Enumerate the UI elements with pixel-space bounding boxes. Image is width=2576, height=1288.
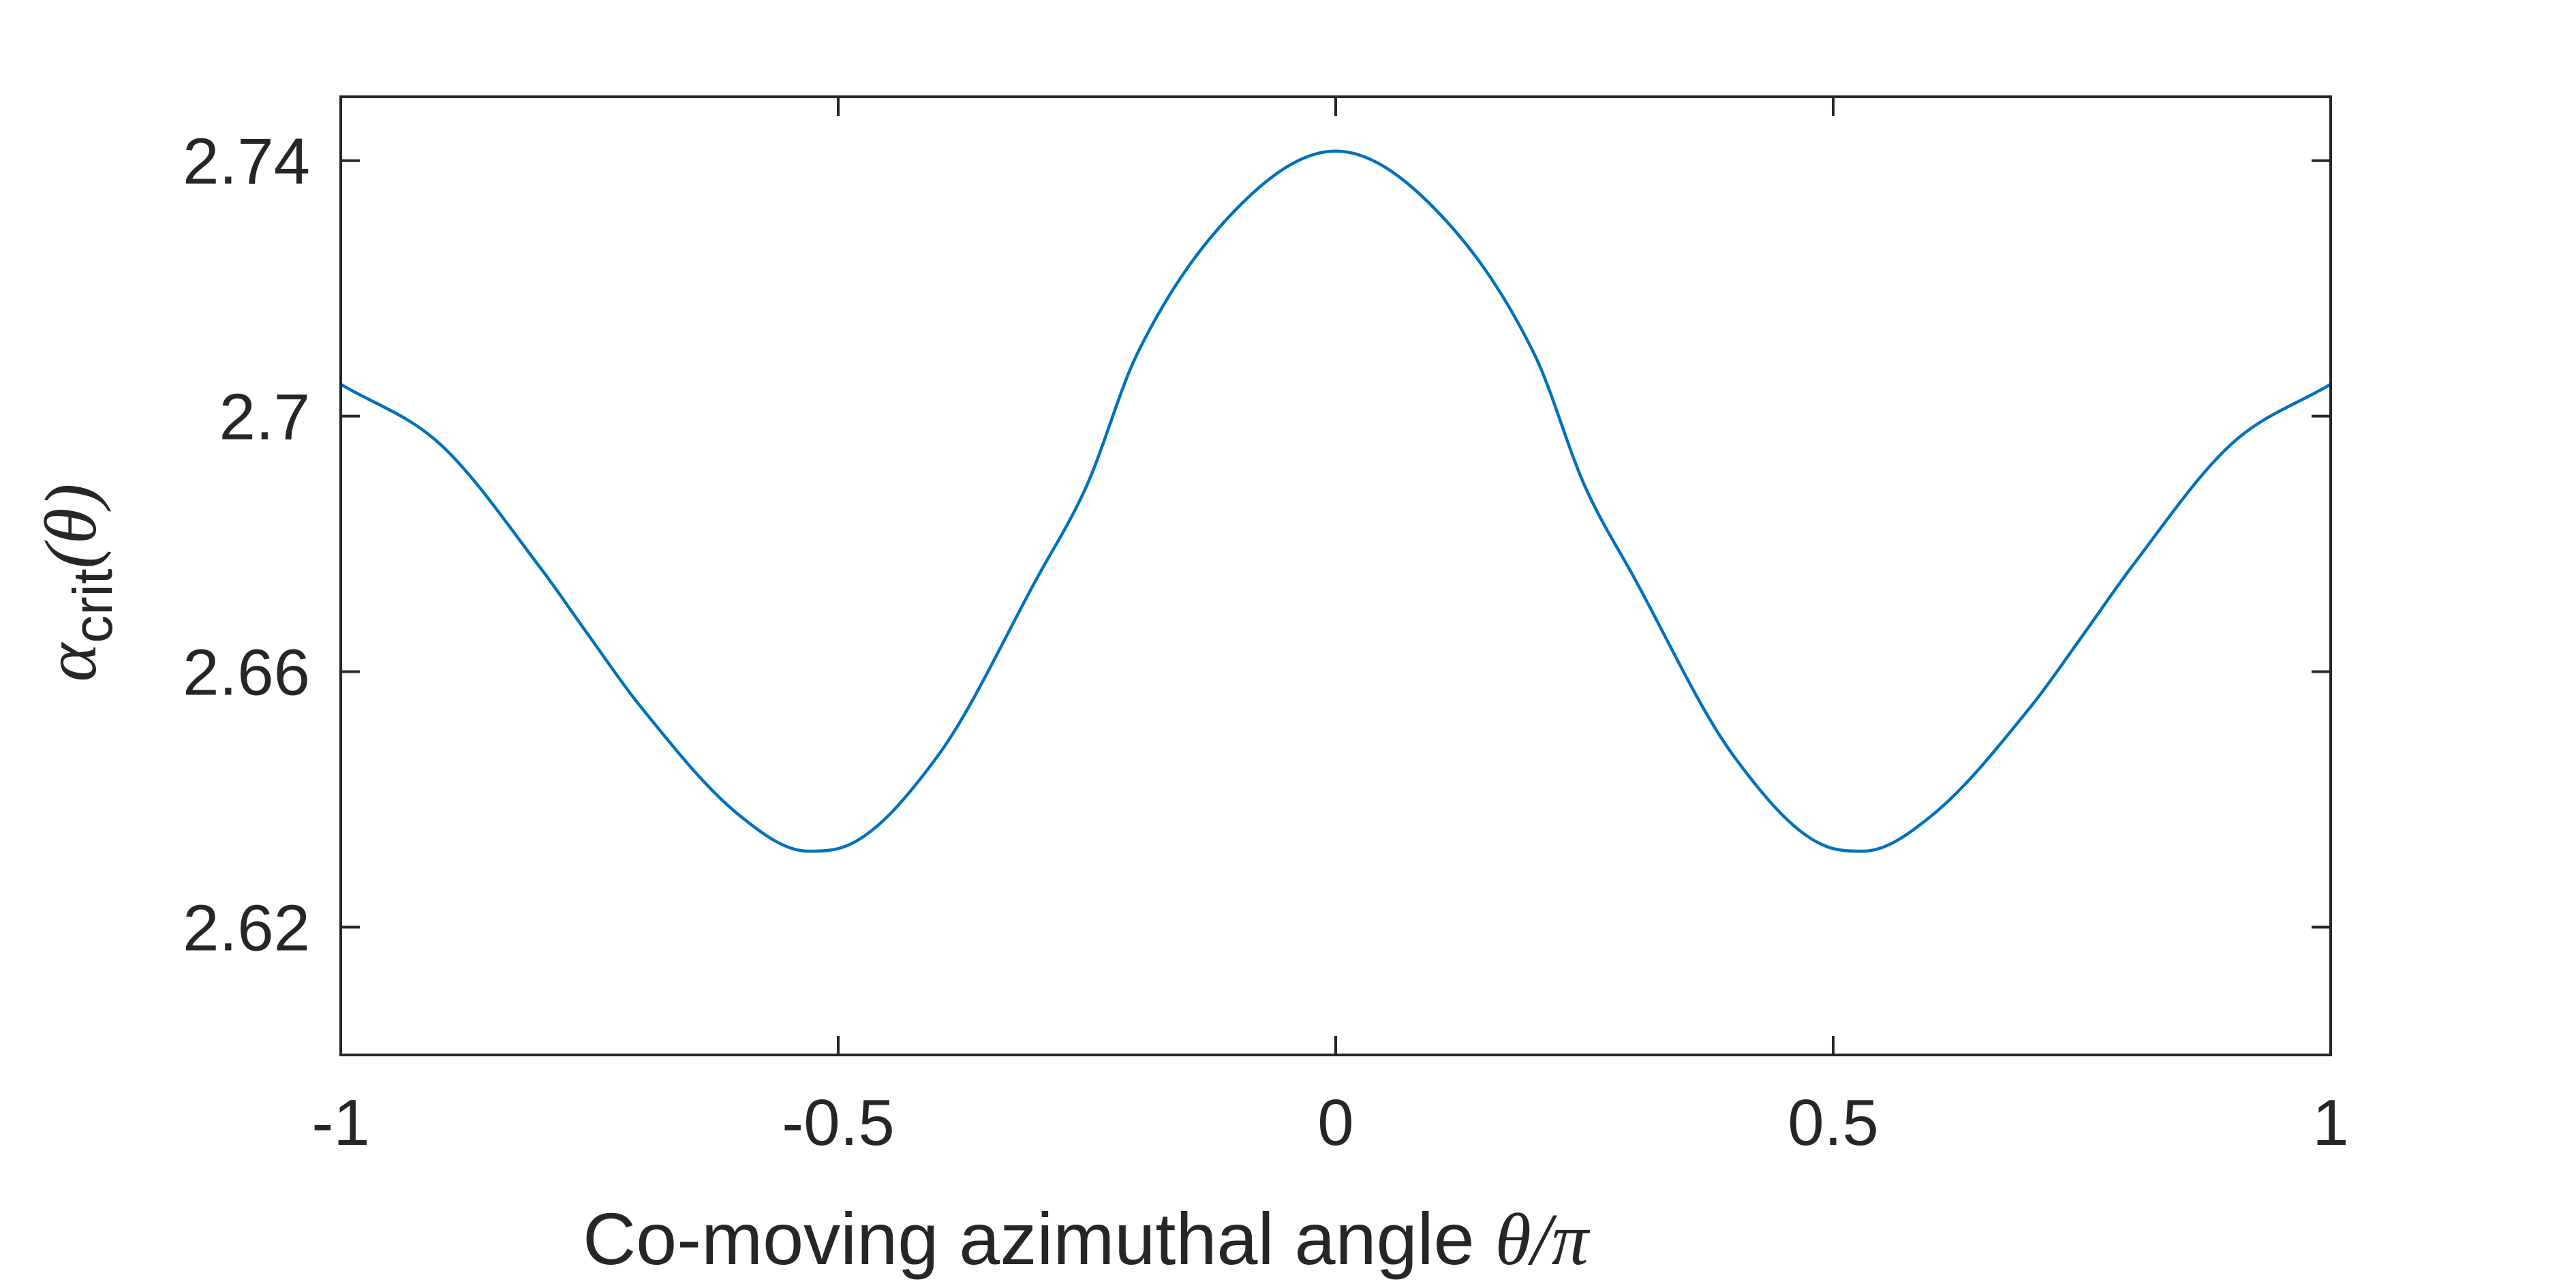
y-tick-label: 2.62 xyxy=(183,892,310,965)
x-tick-label: -0.5 xyxy=(782,1086,894,1159)
x-tick-label: 0 xyxy=(1317,1086,1353,1159)
label-layer: -1 -0.5 0 0.5 1 2.62 2.66 2.7 2.74 xyxy=(183,125,2349,1159)
data-series-line-0 xyxy=(339,149,2332,853)
y-tick-label: 2.74 xyxy=(183,125,310,198)
x-tick-label: 0.5 xyxy=(1788,1086,1878,1159)
x-tick-label: -1 xyxy=(311,1086,369,1159)
axes-layer xyxy=(339,95,2332,1056)
y-tick-label: 2.7 xyxy=(219,381,310,454)
x-tick-label: 1 xyxy=(2312,1086,2348,1159)
x-axis-title: Co-moving azimuthal angle θ/π xyxy=(583,1197,1591,1281)
y-axis-title: αcrit(θ) xyxy=(31,484,124,682)
y-tick-label: 2.66 xyxy=(183,637,310,709)
plot-layer xyxy=(339,149,2332,853)
